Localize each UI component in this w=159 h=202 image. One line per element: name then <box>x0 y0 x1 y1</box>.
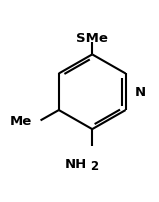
Text: Me: Me <box>10 114 32 127</box>
Text: N: N <box>134 86 145 99</box>
Text: 2: 2 <box>90 159 98 172</box>
Text: NH: NH <box>64 157 87 170</box>
Text: SMe: SMe <box>76 32 108 45</box>
